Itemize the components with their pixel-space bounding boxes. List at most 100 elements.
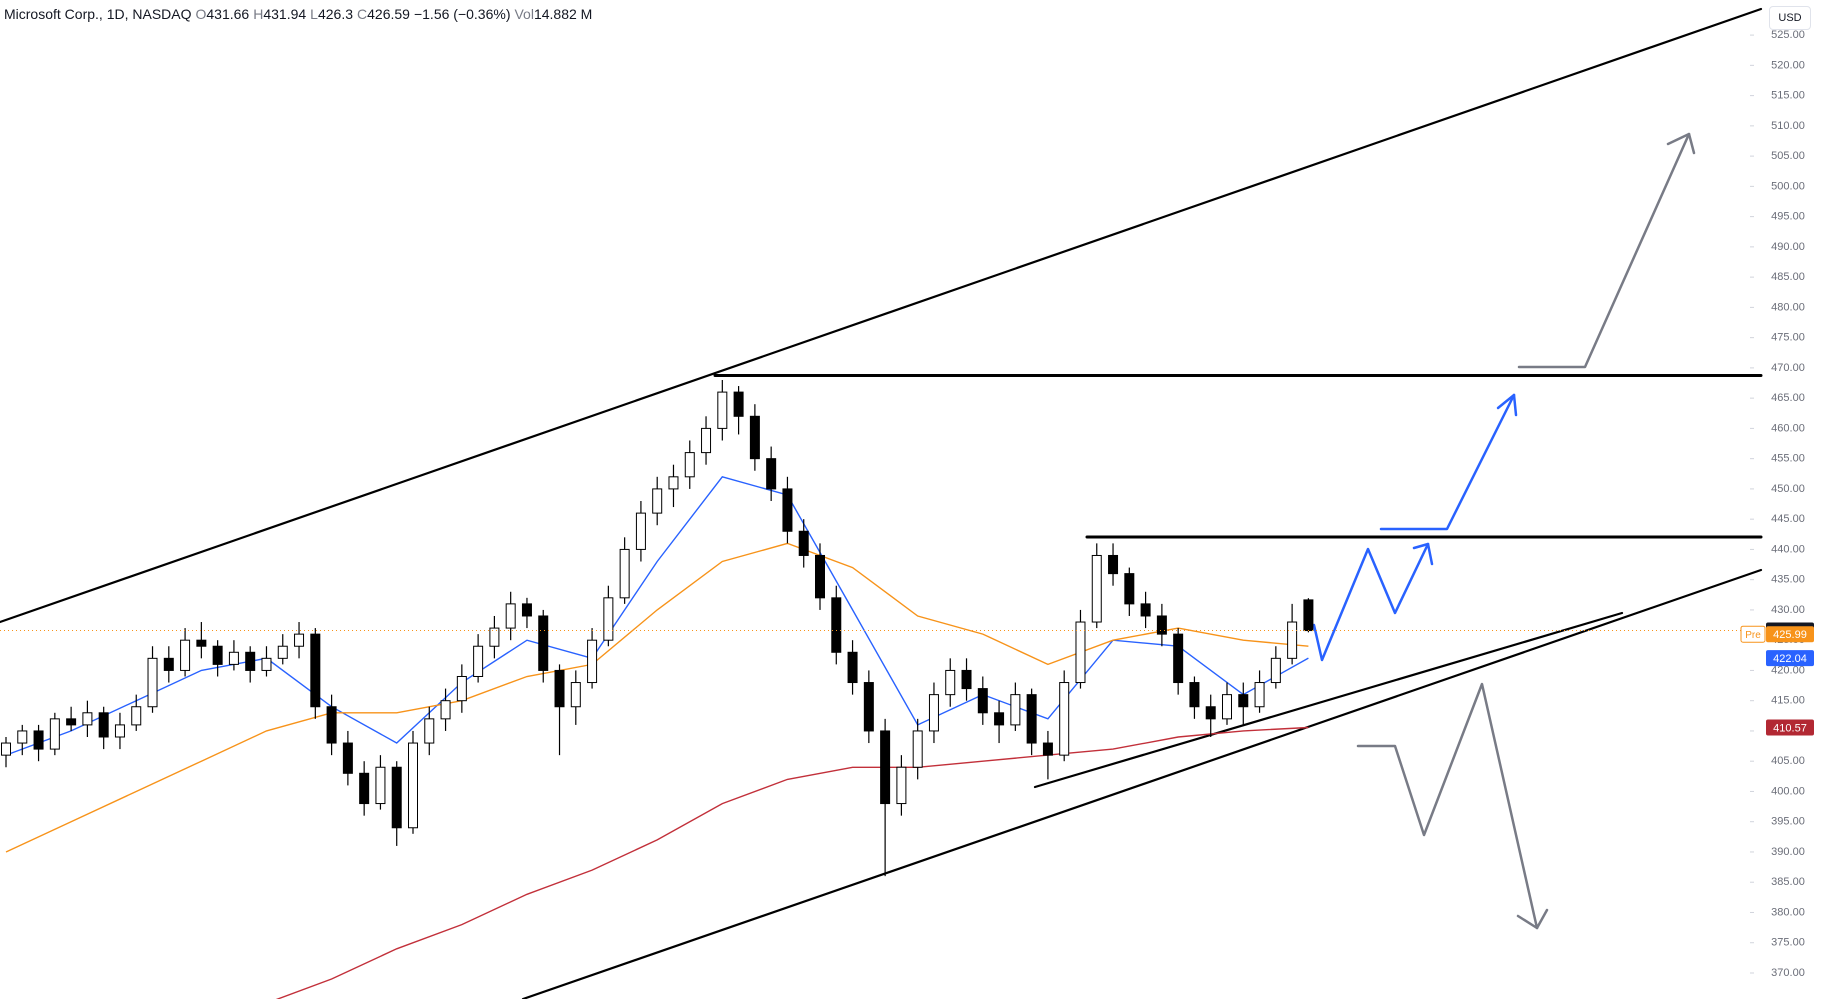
candle-body [98,712,109,738]
candle-body [668,476,679,490]
y-tick-label: 490.00 [1771,241,1805,253]
candle-body [1303,599,1314,632]
price-tag-bg [1740,625,1766,643]
candle-body [977,688,988,714]
price-tag: 425.99 Pre [1740,625,1814,643]
candle-body [701,427,712,454]
candle-body [1270,657,1281,684]
candle-body [717,391,728,429]
moving-average [5,542,1309,853]
ohlc-label: H [253,6,264,22]
y-tick-label: 385.00 [1771,876,1805,888]
candle-body [424,718,435,744]
legend: Microsoft Corp., 1D, NASDAQ O431.66 H431.9… [4,6,596,22]
ohlc-value: 431.94 [263,6,307,22]
candle-body [1238,694,1249,708]
candle-body [49,718,60,750]
price-tag-bg [1766,719,1814,736]
candle-body [603,597,614,641]
forecast-path [1379,393,1516,531]
moving-average [275,726,1309,999]
candle-body [505,603,516,629]
y-tick-label: 525.00 [1771,29,1805,41]
y-tick-label: 420.00 [1771,664,1805,676]
arrow-head [1666,132,1696,155]
ohlc-value: 426.3 [317,6,354,22]
candle-body [1140,603,1151,617]
y-tick-label: 515.00 [1771,90,1805,102]
y-tick-label: 450.00 [1771,483,1805,495]
candle-body [749,415,760,460]
candle-body [261,657,272,671]
candle-body [521,603,532,617]
candle-body [440,700,451,720]
candle-body [896,766,907,805]
price-tag-value: 425.99 [1773,629,1807,641]
candle-body [554,669,565,708]
candle-body [961,669,972,690]
candle-body [473,645,484,677]
candle-body [831,597,842,653]
ohlc-value: 431.66 [206,6,250,22]
channel-upper [0,7,1763,624]
ohlc-label: L [310,6,318,22]
candle-body [1287,621,1298,659]
candle-body [652,488,663,514]
candle-body [928,694,939,732]
arrow-head [1496,393,1518,417]
candle-body [635,512,646,550]
candle-body [212,645,223,665]
candle-body [847,651,858,684]
candle-body [1108,554,1119,575]
candle-body [912,730,923,768]
forecast-path [1517,132,1691,369]
y-tick-label: 430.00 [1771,604,1805,616]
candle-body [1,742,11,756]
y-tick-label: 380.00 [1771,906,1805,918]
support-line [1033,611,1624,789]
y-tick-label: 470.00 [1771,362,1805,374]
candle-body [196,639,207,647]
candle-body [619,548,630,599]
candle-body [1042,742,1053,756]
y-tick-label: 400.00 [1771,785,1805,797]
y-tick-label: 455.00 [1771,453,1805,465]
arrow-head [1412,542,1434,566]
candle-body [1156,615,1167,635]
candle-body [570,682,581,708]
change: −1.56 (−0.36%) [413,6,511,22]
candle-body [408,742,418,829]
y-tick-label: 495.00 [1771,211,1805,223]
candle-body [147,657,158,708]
candle-body [82,712,93,726]
candle-body [587,639,598,684]
ohlc-label: O [195,6,207,22]
candle-body [131,706,142,726]
price-axis [1750,0,1823,999]
candle-body [163,657,174,671]
volume: 14.882 M [533,6,593,22]
arrow-head [1516,908,1549,930]
candle-body [114,724,125,738]
ohlc-label: C [357,6,368,22]
price-tag-bg [1766,650,1814,667]
y-tick-label: 370.00 [1771,967,1805,979]
candle-body [180,639,191,671]
ohlc-value: 426.59 [367,6,410,22]
price-tag-bg [1766,626,1814,643]
candle-body [1254,682,1265,708]
candle-body [1173,633,1184,684]
candle-body [375,766,386,805]
candle-body [1059,682,1070,756]
candle-body [456,675,467,702]
candle-body [538,615,549,671]
currency-button[interactable]: USD [1769,6,1811,30]
candle-body [310,633,321,708]
y-tick-label: 520.00 [1771,59,1805,71]
candle-body [945,669,956,696]
price-tag-value: 410.57 [1773,722,1807,734]
candle-body [815,554,825,599]
y-tick-label: 395.00 [1771,816,1805,828]
price-tag-text: Pre [1745,630,1761,641]
